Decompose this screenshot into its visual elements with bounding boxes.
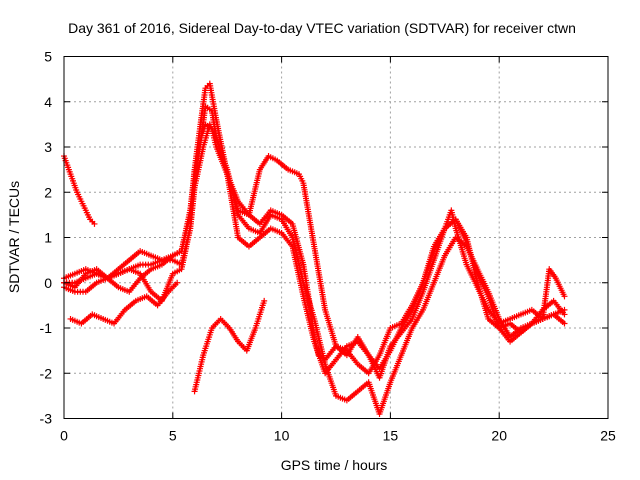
- data-point: [561, 320, 568, 327]
- y-tick-label: -2: [40, 365, 53, 381]
- y-tick-label: -3: [40, 411, 53, 427]
- x-tick-label: 15: [383, 428, 399, 444]
- axis-ticks: 0 5 10 15 20 25 -3 -2 -1 0 1 2 3 4 5: [40, 49, 616, 444]
- series-track-a: [61, 80, 568, 377]
- data-series-layer: [61, 80, 568, 417]
- y-tick-label: 0: [44, 275, 52, 291]
- data-point: [561, 293, 568, 300]
- y-axis-label: SDTVAR / TECUs: [6, 181, 22, 293]
- y-tick-label: 4: [44, 94, 52, 110]
- series-track-d: [61, 121, 568, 372]
- series-track-low-mid: [191, 297, 268, 395]
- x-tick-label: 0: [60, 428, 68, 444]
- x-tick-label: 10: [274, 428, 290, 444]
- data-point: [91, 220, 98, 227]
- x-tick-label: 25: [600, 428, 616, 444]
- data-point: [261, 297, 268, 304]
- series-track-early-high: [61, 153, 98, 227]
- x-tick-label: 5: [169, 428, 177, 444]
- y-tick-label: -1: [40, 320, 53, 336]
- y-tick-label: 3: [44, 139, 52, 155]
- data-point: [561, 311, 568, 318]
- x-tick-label: 20: [491, 428, 507, 444]
- y-tick-label: 1: [44, 230, 52, 246]
- x-axis-label: GPS time / hours: [281, 457, 388, 473]
- data-point: [174, 279, 181, 286]
- y-tick-label: 5: [44, 49, 52, 65]
- chart-title: Day 361 of 2016, Sidereal Day-to-day VTE…: [68, 20, 576, 36]
- series-track-low-early: [67, 279, 181, 327]
- grid-lines: [64, 56, 608, 419]
- y-tick-label: 2: [44, 184, 52, 200]
